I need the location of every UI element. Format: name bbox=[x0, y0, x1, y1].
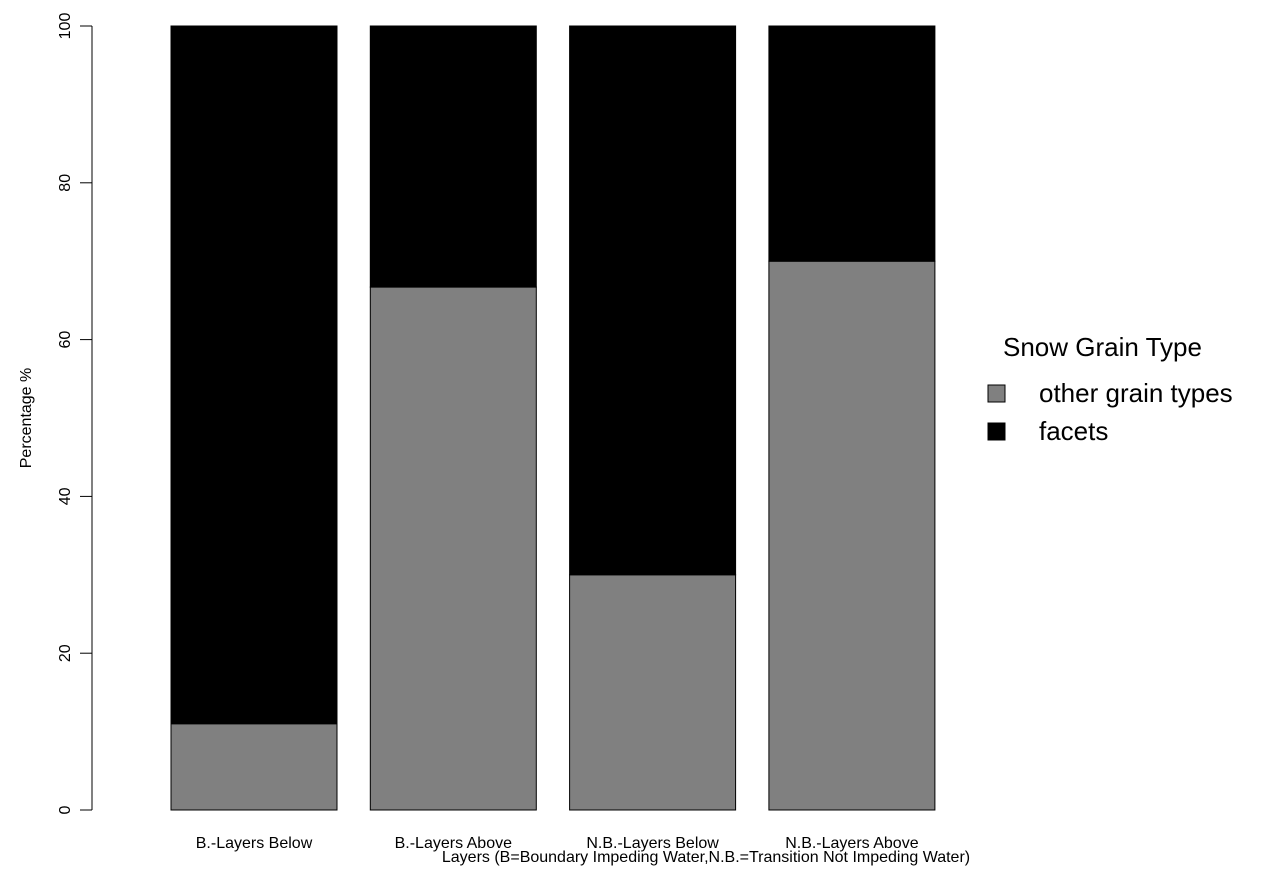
y-axis: 0 20 40 60 80 100 bbox=[57, 13, 93, 814]
bar-other-4 bbox=[768, 260, 936, 811]
x-tick-label-4: N.B.-Layers Above bbox=[785, 835, 919, 852]
bar-facets-2 bbox=[369, 25, 537, 288]
y-tick-label-20: 20 bbox=[57, 644, 74, 662]
bar-other-2 bbox=[369, 286, 537, 811]
x-tick-label-3: N.B.-Layers Below bbox=[586, 835, 719, 852]
y-tick-label-0: 0 bbox=[57, 805, 74, 814]
y-tick-label-80: 80 bbox=[57, 174, 74, 192]
legend-label-2: facets bbox=[1039, 416, 1108, 446]
legend-swatch-1 bbox=[987, 384, 1006, 403]
y-axis-title: Percentage % bbox=[18, 368, 35, 469]
y-tick-label-100: 100 bbox=[57, 13, 74, 40]
x-axis-labels: B.-Layers Below B.-Layers Above N.B.-Layer… bbox=[196, 835, 919, 852]
legend-title: Snow Grain Type bbox=[1003, 332, 1202, 362]
y-tick-label-40: 40 bbox=[57, 487, 74, 505]
bars-layer bbox=[170, 25, 936, 811]
x-tick-label-1: B.-Layers Below bbox=[196, 835, 313, 852]
legend-swatch-2 bbox=[987, 422, 1006, 441]
bar-facets-3 bbox=[569, 25, 737, 576]
legend: Snow Grain Type other grain types facets bbox=[987, 332, 1233, 446]
x-axis-title: Layers (B=Boundary Impeding Water,N.B.=T… bbox=[442, 849, 970, 866]
y-tick-label-60: 60 bbox=[57, 331, 74, 349]
x-tick-label-2: B.-Layers Above bbox=[395, 835, 513, 852]
bar-other-3 bbox=[569, 574, 737, 811]
bar-facets-1 bbox=[170, 25, 338, 725]
bar-facets-4 bbox=[768, 25, 936, 262]
bar-other-1 bbox=[170, 723, 338, 811]
legend-label-1: other grain types bbox=[1039, 378, 1233, 408]
